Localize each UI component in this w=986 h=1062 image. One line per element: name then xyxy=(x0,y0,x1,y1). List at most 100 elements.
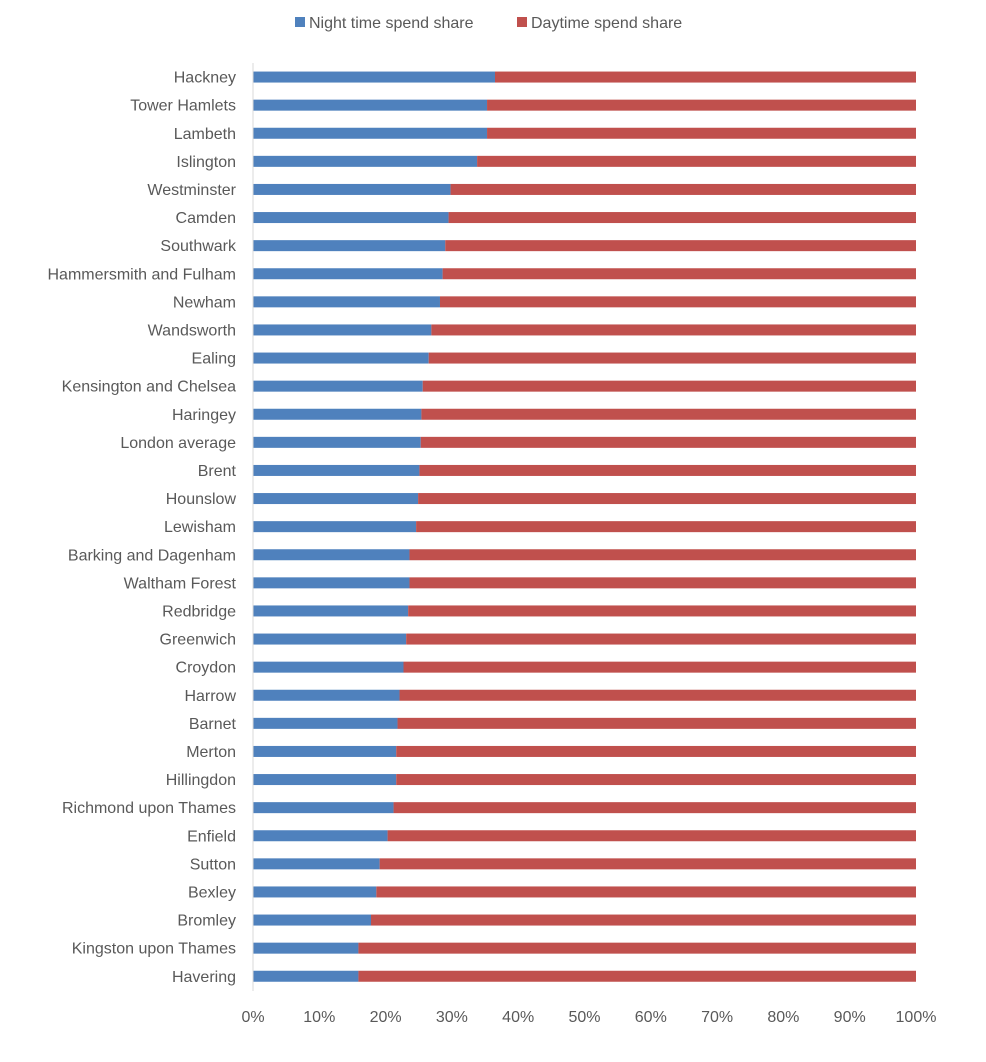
bar-night-brent xyxy=(253,464,420,476)
x-tick-label-5: 50% xyxy=(568,1009,600,1026)
bar-night-lewisham xyxy=(253,521,417,533)
category-label-ealing: Ealing xyxy=(192,351,236,368)
bar-daytime-merton xyxy=(396,745,917,757)
category-label-hammersmith-and-fulham: Hammersmith and Fulham xyxy=(48,266,237,283)
y-axis-category-labels: Hackney Tower Hamlets Lambeth Islington West… xyxy=(48,70,238,986)
category-label-merton: Merton xyxy=(186,744,236,761)
category-label-hounslow: Hounslow xyxy=(166,491,237,508)
bar-night-westminster xyxy=(253,183,451,195)
bar-night-waltham-forest xyxy=(253,577,410,589)
bar-night-kingston-upon-thames xyxy=(253,942,359,954)
bar-night-redbridge xyxy=(253,605,409,617)
category-label-camden: Camden xyxy=(176,210,236,227)
bar-daytime-waltham-forest xyxy=(409,577,916,589)
bar-daytime-london-average xyxy=(420,436,916,448)
bar-daytime-islington xyxy=(477,155,916,167)
bar-night-bromley xyxy=(253,914,372,926)
category-label-islington: Islington xyxy=(176,154,236,171)
bar-daytime-richmond-upon-thames xyxy=(393,802,916,814)
bar-daytime-kensington-and-chelsea xyxy=(422,380,916,392)
x-tick-label-6: 60% xyxy=(635,1009,667,1026)
bar-daytime-lambeth xyxy=(487,127,916,139)
bar-night-islington xyxy=(253,155,478,167)
bar-daytime-southwark xyxy=(445,240,916,252)
x-tick-label-10: 100% xyxy=(896,1009,937,1026)
category-label-london-average: London average xyxy=(120,435,236,452)
legend-label-night: Night time spend share xyxy=(309,15,474,32)
x-tick-label-1: 10% xyxy=(303,1009,335,1026)
bar-night-lambeth xyxy=(253,127,488,139)
bar-night-ealing xyxy=(253,352,429,364)
category-label-bexley: Bexley xyxy=(188,884,236,901)
bar-night-camden xyxy=(253,212,449,224)
bar-night-kensington-and-chelsea xyxy=(253,380,423,392)
bar-series xyxy=(253,71,917,982)
category-label-waltham-forest: Waltham Forest xyxy=(124,575,237,592)
bar-daytime-camden xyxy=(448,212,916,224)
category-label-kensington-and-chelsea: Kensington and Chelsea xyxy=(62,379,236,396)
bar-daytime-barking-and-dagenham xyxy=(409,549,916,561)
category-label-wandsworth: Wandsworth xyxy=(148,322,236,339)
bar-daytime-bromley xyxy=(371,914,916,926)
legend-swatch-daytime xyxy=(517,17,527,27)
bar-night-hackney xyxy=(253,71,495,83)
category-label-tower-hamlets: Tower Hamlets xyxy=(130,98,236,115)
category-label-greenwich: Greenwich xyxy=(160,632,236,649)
category-label-lambeth: Lambeth xyxy=(174,126,236,143)
category-label-barnet: Barnet xyxy=(189,716,237,733)
bar-daytime-hounslow xyxy=(418,493,916,505)
bar-night-barking-and-dagenham xyxy=(253,549,410,561)
x-tick-label-4: 40% xyxy=(502,1009,534,1026)
bar-daytime-hackney xyxy=(495,71,916,83)
bar-daytime-hillingdon xyxy=(396,774,917,786)
bar-night-hillingdon xyxy=(253,774,397,786)
bar-night-hammersmith-and-fulham xyxy=(253,268,443,280)
x-tick-label-7: 70% xyxy=(701,1009,733,1026)
bar-night-croydon xyxy=(253,661,404,673)
x-tick-label-2: 20% xyxy=(370,1009,402,1026)
category-label-haringey: Haringey xyxy=(172,407,236,424)
bar-daytime-newham xyxy=(439,296,916,308)
category-label-redbridge: Redbridge xyxy=(162,603,236,620)
bar-night-havering xyxy=(253,970,359,982)
bar-night-southwark xyxy=(253,240,446,252)
bar-daytime-croydon xyxy=(403,661,916,673)
bar-daytime-westminster xyxy=(450,183,916,195)
category-label-brent: Brent xyxy=(198,463,237,480)
bar-night-hounslow xyxy=(253,493,419,505)
bar-night-sutton xyxy=(253,858,380,870)
category-label-hillingdon: Hillingdon xyxy=(166,772,236,789)
bar-daytime-haringey xyxy=(421,408,916,420)
x-tick-label-9: 90% xyxy=(834,1009,866,1026)
bar-daytime-lewisham xyxy=(416,521,916,533)
bar-daytime-havering xyxy=(358,970,916,982)
bar-daytime-enfield xyxy=(387,830,917,842)
category-label-lewisham: Lewisham xyxy=(164,519,236,536)
category-label-richmond-upon-thames: Richmond upon Thames xyxy=(62,800,236,817)
x-axis-tick-labels: 0% 10% 20% 30% 40% 50% 60% 70% 80% 90% 100% xyxy=(241,1009,936,1026)
bar-daytime-redbridge xyxy=(408,605,916,617)
category-label-newham: Newham xyxy=(173,294,236,311)
bar-daytime-hammersmith-and-fulham xyxy=(442,268,916,280)
category-label-havering: Havering xyxy=(172,969,236,986)
category-label-westminster: Westminster xyxy=(147,182,236,199)
category-label-harrow: Harrow xyxy=(184,688,236,705)
bar-night-bexley xyxy=(253,886,377,898)
legend-label-daytime: Daytime spend share xyxy=(531,15,682,32)
category-label-barking-and-dagenham: Barking and Dagenham xyxy=(68,547,236,564)
bar-daytime-barnet xyxy=(397,717,916,729)
chart-legend: Night time spend share Daytime spend sha… xyxy=(295,15,682,32)
bar-night-enfield xyxy=(253,830,388,842)
bar-night-tower-hamlets xyxy=(253,99,488,111)
bar-night-merton xyxy=(253,745,397,757)
bar-night-london-average xyxy=(253,436,421,448)
bar-night-barnet xyxy=(253,717,398,729)
x-tick-label-8: 80% xyxy=(767,1009,799,1026)
category-label-sutton: Sutton xyxy=(190,856,236,873)
bar-daytime-kingston-upon-thames xyxy=(358,942,916,954)
bar-night-harrow xyxy=(253,689,400,701)
bar-daytime-ealing xyxy=(428,352,916,364)
legend-swatch-night xyxy=(295,17,305,27)
bar-night-newham xyxy=(253,296,440,308)
